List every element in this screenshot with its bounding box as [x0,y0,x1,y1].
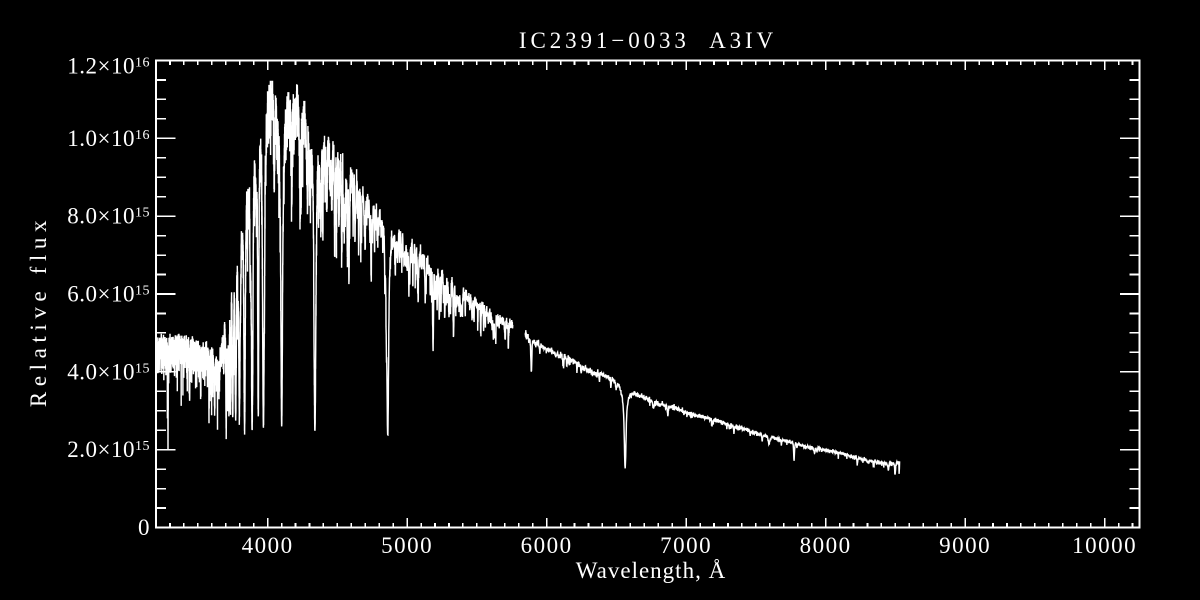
svg-text:Relative flux: Relative flux [26,215,51,407]
svg-text:6000: 6000 [521,533,573,558]
svg-text:10000: 10000 [1072,533,1137,558]
svg-text:9000: 9000 [939,533,991,558]
svg-text:8000: 8000 [800,533,852,558]
svg-text:0: 0 [138,515,150,540]
svg-text:5000: 5000 [381,533,433,558]
svg-text:7000: 7000 [660,533,712,558]
svg-text:4000: 4000 [242,533,294,558]
svg-text:IC2391−0033 A3IV: IC2391−0033 A3IV [519,28,777,53]
svg-text:Wavelength, Å: Wavelength, Å [576,558,726,583]
